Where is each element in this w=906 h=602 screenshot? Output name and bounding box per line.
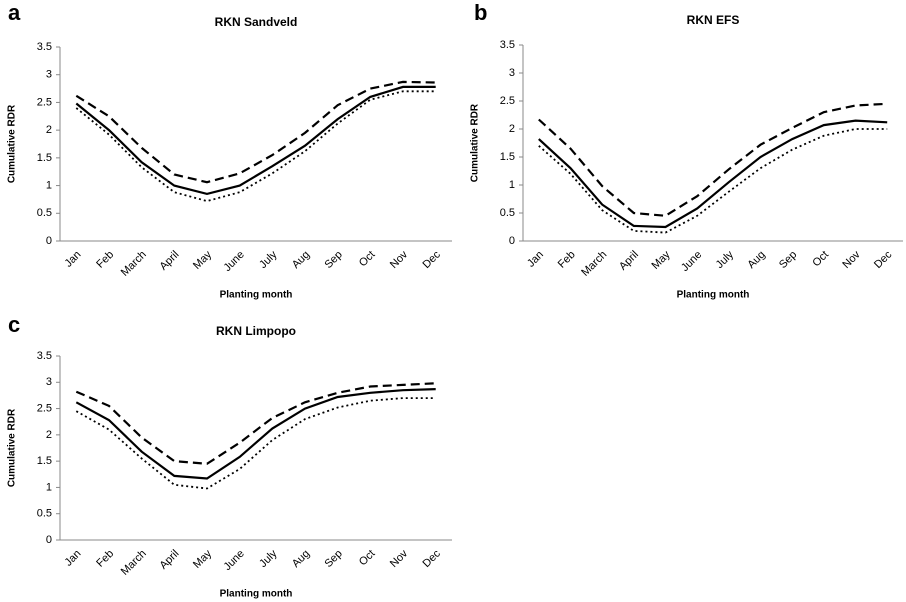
x-tick-label: July: [257, 248, 280, 271]
x-axis-title: Planting month: [220, 589, 293, 600]
y-tick-label: 0: [46, 534, 52, 546]
y-tick-label: 0: [509, 235, 515, 247]
data-line: [75, 90, 436, 203]
x-tick-label: Feb: [556, 249, 578, 271]
y-tick-label: 2.5: [37, 402, 52, 414]
x-tick-label: Dec: [421, 547, 444, 570]
x-tick-label: Sep: [323, 548, 345, 570]
x-tick-label: Jan: [62, 548, 83, 569]
y-tick-label: 2: [509, 123, 515, 135]
x-tick-label: Jan: [62, 249, 83, 270]
data-line: [75, 80, 436, 184]
y-tick-label: 3: [46, 69, 52, 81]
y-tick-label: 0.5: [37, 207, 52, 219]
y-tick-label: 0.5: [37, 508, 52, 520]
y-tick-label: 1.5: [500, 151, 515, 163]
data-line: [538, 128, 888, 234]
x-tick-label: Dec: [872, 248, 895, 271]
x-tick-label: June: [679, 249, 704, 274]
y-tick-label: 3: [46, 376, 52, 388]
data-line: [538, 119, 888, 229]
chart-title: RKN EFS: [687, 13, 740, 27]
x-tick-label: Jan: [525, 249, 546, 270]
y-tick-label: 3.5: [500, 39, 515, 51]
x-tick-label: Nov: [388, 547, 411, 570]
x-tick-label: May: [191, 547, 215, 571]
y-tick-label: 2: [46, 429, 52, 441]
x-tick-label: Aug: [745, 249, 767, 271]
x-tick-label: July: [257, 547, 280, 570]
y-tick-label: 3.5: [37, 350, 52, 362]
panel-letter: b: [474, 0, 487, 25]
x-tick-label: Dec: [421, 248, 444, 271]
x-tick-label: Nov: [388, 248, 411, 271]
chart-title: RKN Limpopo: [216, 324, 296, 338]
panel-letter: a: [8, 0, 21, 25]
x-tick-label: Oct: [357, 548, 378, 569]
x-tick-label: April: [157, 548, 181, 572]
data-line: [538, 102, 888, 217]
y-tick-label: 3: [509, 67, 515, 79]
x-tick-label: March: [579, 249, 609, 279]
x-tick-label: March: [119, 548, 149, 578]
x-tick-label: Sep: [777, 249, 799, 271]
x-tick-label: Feb: [94, 548, 116, 570]
x-tick-label: Oct: [357, 249, 378, 270]
x-tick-label: March: [119, 249, 149, 279]
x-tick-label: Sep: [323, 249, 345, 271]
x-tick-label: Nov: [840, 248, 863, 271]
y-tick-label: 0.5: [500, 207, 515, 219]
x-tick-label: Aug: [290, 249, 312, 271]
x-tick-label: April: [617, 249, 641, 273]
x-tick-label: July: [714, 248, 737, 271]
x-tick-label: May: [191, 248, 215, 272]
x-tick-label: June: [221, 548, 246, 573]
x-tick-label: June: [221, 249, 246, 274]
chart-title: RKN Sandveld: [215, 15, 298, 29]
x-axis-title: Planting month: [677, 290, 750, 301]
y-tick-label: 3.5: [37, 41, 52, 53]
data-line: [75, 397, 436, 490]
y-tick-label: 0: [46, 235, 52, 247]
data-line: [75, 388, 436, 480]
y-axis-title: Cumulative RDR: [7, 104, 18, 183]
y-tick-label: 2.5: [37, 96, 52, 108]
data-line: [75, 85, 436, 196]
x-tick-label: Feb: [94, 249, 116, 271]
y-tick-label: 1: [509, 179, 515, 191]
x-tick-label: Aug: [290, 548, 312, 570]
x-tick-label: May: [649, 248, 673, 272]
y-axis-title: Cumulative RDR: [470, 103, 481, 182]
data-line: [75, 382, 436, 465]
y-tick-label: 2.5: [500, 95, 515, 107]
panel-letter: c: [8, 312, 20, 337]
y-tick-label: 1: [46, 179, 52, 191]
y-tick-label: 1.5: [37, 455, 52, 467]
x-axis-title: Planting month: [220, 290, 293, 301]
y-tick-label: 1.5: [37, 152, 52, 164]
y-tick-label: 2: [46, 124, 52, 136]
x-tick-label: April: [157, 249, 181, 273]
x-tick-label: Oct: [810, 249, 831, 270]
y-tick-label: 1: [46, 481, 52, 493]
y-axis-title: Cumulative RDR: [7, 408, 18, 487]
